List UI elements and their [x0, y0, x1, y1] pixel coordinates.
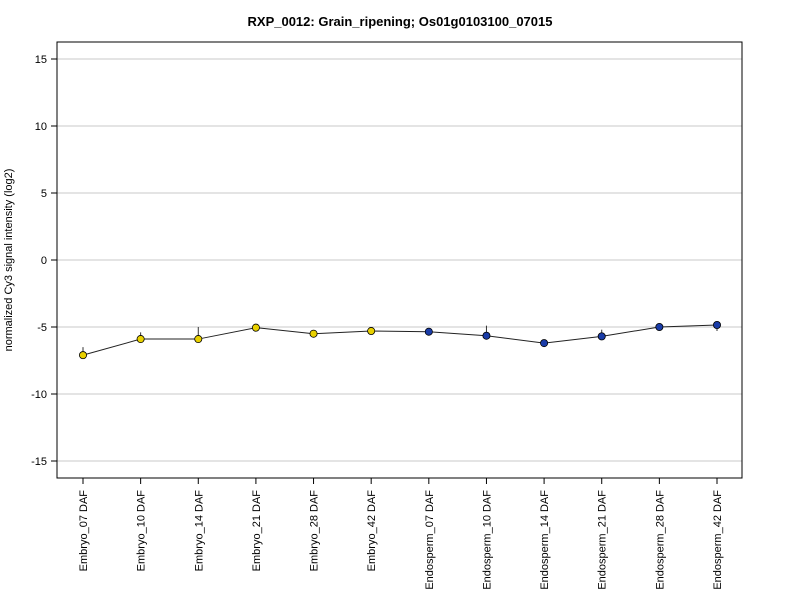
data-point: [136, 335, 145, 344]
x-tick-label: Endosperm_28 DAF: [654, 490, 666, 590]
data-point: [655, 322, 664, 331]
y-tick-label: 15: [35, 54, 47, 66]
data-point: [194, 335, 203, 344]
y-axis-label: normalized Cy3 signal intensity (log2): [3, 169, 15, 352]
grid: [57, 58, 742, 462]
y-tick-label: 5: [41, 188, 47, 200]
x-tick-label: Endosperm_42 DAF: [712, 490, 724, 590]
series-layer: [79, 320, 722, 360]
y-tick-label: -5: [37, 322, 47, 334]
x-tick-label: Embryo_42 DAF: [366, 490, 378, 572]
data-point: [424, 327, 433, 336]
x-tick-label: Embryo_21 DAF: [251, 490, 263, 572]
y-tick-label: -10: [31, 389, 47, 401]
data-point: [367, 327, 376, 336]
data-point: [482, 331, 491, 340]
x-tick-label: Embryo_07 DAF: [78, 490, 90, 572]
data-point: [251, 323, 260, 332]
y-tick-label: 0: [41, 255, 47, 267]
data-point: [309, 329, 318, 338]
y-tick-label: 10: [35, 121, 47, 133]
axes: -15 -10 -5 0 5 10 15 Embryo_07 DAF Embryo_10 DAF…: [31, 54, 724, 590]
x-tick-label: Endosperm_07 DAF: [424, 490, 436, 590]
x-tick-label: Embryo_10 DAF: [136, 490, 148, 572]
chart-title: RXP_0012: Grain_ripening; Os01g0103100_0…: [248, 14, 553, 29]
plot-frame: [56, 41, 743, 479]
data-point: [713, 320, 722, 329]
data-point: [79, 351, 88, 360]
x-tick-label: Endosperm_21 DAF: [597, 490, 609, 590]
data-point: [597, 332, 606, 341]
x-tick-label: Embryo_28 DAF: [309, 490, 321, 572]
series-line: [82, 324, 718, 356]
x-tick-label: Endosperm_10 DAF: [481, 490, 493, 590]
x-tick-label: Embryo_14 DAF: [193, 490, 205, 572]
y-tick-label: -15: [31, 456, 47, 468]
x-tick-label: Endosperm_14 DAF: [539, 490, 551, 590]
data-point: [540, 339, 549, 348]
